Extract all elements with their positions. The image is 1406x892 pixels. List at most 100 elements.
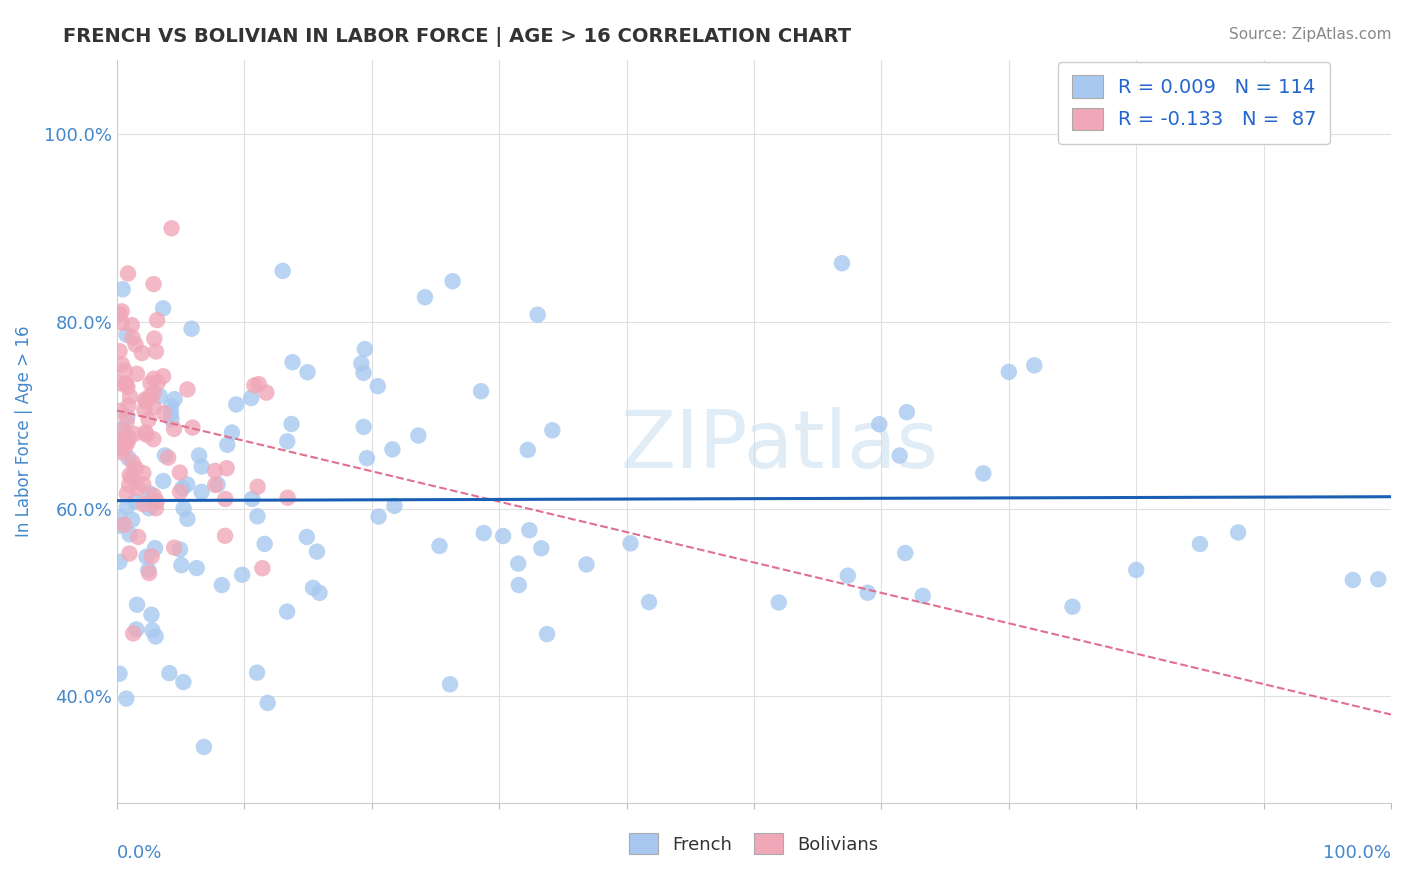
Point — [152, 301, 174, 316]
Point — [1367, 572, 1389, 586]
Point — [211, 578, 233, 592]
Point — [163, 422, 186, 436]
Point — [492, 529, 515, 543]
Point — [118, 468, 141, 483]
Point — [124, 337, 146, 351]
Point — [139, 389, 162, 403]
Point — [252, 561, 274, 575]
Point — [141, 624, 163, 638]
Point — [152, 369, 174, 384]
Point — [367, 379, 389, 393]
Point — [384, 499, 406, 513]
Point — [186, 561, 208, 575]
Point — [163, 392, 186, 406]
Point — [169, 466, 191, 480]
Point — [517, 523, 540, 537]
Point — [280, 417, 302, 431]
Point — [308, 586, 330, 600]
Point — [135, 425, 157, 440]
Point — [256, 696, 278, 710]
Point — [117, 451, 139, 466]
Point — [136, 563, 159, 577]
Point — [131, 346, 153, 360]
Point — [143, 541, 166, 555]
Point — [193, 739, 215, 754]
Point — [142, 372, 165, 386]
Text: FRENCH VS BOLIVIAN IN LABOR FORCE | AGE > 16 CORRELATION CHART: FRENCH VS BOLIVIAN IN LABOR FORCE | AGE … — [63, 27, 852, 46]
Point — [117, 399, 139, 413]
Point — [1125, 563, 1147, 577]
Point — [247, 377, 270, 392]
Point — [217, 438, 239, 452]
Point — [868, 417, 890, 432]
Point — [408, 428, 430, 442]
Point — [997, 365, 1019, 379]
Point — [124, 426, 146, 441]
Point — [112, 424, 135, 438]
Point — [831, 256, 853, 270]
Point — [142, 432, 165, 446]
Point — [121, 470, 143, 484]
Point — [122, 626, 145, 640]
Point — [837, 568, 859, 582]
Point — [246, 509, 269, 524]
Point — [143, 332, 166, 346]
Point — [108, 666, 131, 681]
Point — [145, 344, 167, 359]
Point — [246, 665, 269, 680]
Point — [135, 395, 157, 409]
Point — [470, 384, 492, 399]
Point — [575, 558, 598, 572]
Point — [125, 598, 148, 612]
Point — [413, 290, 436, 304]
Point — [135, 427, 157, 442]
Point — [429, 539, 451, 553]
Point — [439, 677, 461, 691]
Point — [117, 267, 139, 281]
Point — [132, 466, 155, 480]
Text: 100.0%: 100.0% — [1323, 845, 1391, 863]
Point — [146, 313, 169, 327]
Point — [246, 480, 269, 494]
Point — [276, 434, 298, 449]
Point — [188, 449, 211, 463]
Point — [141, 607, 163, 622]
Point — [271, 264, 294, 278]
Point — [121, 513, 143, 527]
Point — [111, 282, 134, 296]
Point — [190, 484, 212, 499]
Point — [111, 422, 134, 436]
Point — [142, 401, 165, 415]
Point — [152, 474, 174, 488]
Point — [114, 376, 136, 391]
Point — [354, 342, 377, 356]
Point — [111, 316, 134, 330]
Text: 0.0%: 0.0% — [117, 845, 162, 863]
Point — [111, 445, 134, 459]
Point — [132, 497, 155, 511]
Point — [281, 355, 304, 369]
Point — [172, 675, 194, 690]
Point — [125, 461, 148, 475]
Point — [541, 423, 564, 437]
Point — [134, 392, 156, 407]
Point — [350, 357, 373, 371]
Point — [108, 376, 131, 391]
Point — [530, 541, 553, 556]
Point — [142, 489, 165, 503]
Point — [118, 478, 141, 492]
Point — [160, 221, 183, 235]
Point — [894, 546, 917, 560]
Legend: French, Bolivians: French, Bolivians — [621, 826, 886, 862]
Point — [172, 481, 194, 495]
Point — [536, 627, 558, 641]
Point — [214, 491, 236, 506]
Point — [768, 595, 790, 609]
Point — [127, 530, 149, 544]
Point — [277, 491, 299, 505]
Point — [132, 477, 155, 491]
Point — [141, 549, 163, 564]
Point — [110, 441, 132, 455]
Point — [145, 630, 167, 644]
Point — [526, 308, 548, 322]
